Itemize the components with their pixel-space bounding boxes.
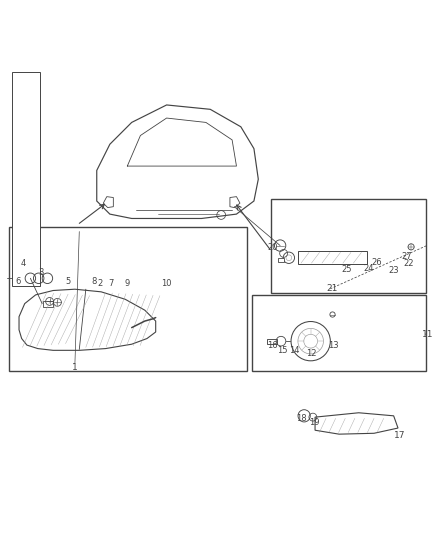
Text: 13: 13 [328, 342, 339, 351]
Text: 8: 8 [92, 277, 97, 286]
Text: 19: 19 [309, 418, 319, 427]
Text: 24: 24 [363, 264, 374, 273]
Text: 10: 10 [161, 279, 172, 288]
Text: 7: 7 [108, 279, 113, 288]
Text: 4: 4 [21, 259, 26, 268]
Text: 1: 1 [72, 364, 78, 372]
Text: 20: 20 [267, 243, 278, 252]
Text: 14: 14 [289, 346, 299, 355]
Text: 27: 27 [402, 253, 412, 261]
Bar [267, 338, 277, 344]
Text: 12: 12 [306, 349, 317, 358]
Bar [9, 227, 247, 372]
Bar [252, 295, 426, 372]
Text: 2: 2 [98, 279, 103, 288]
Text: 5: 5 [66, 277, 71, 286]
Bar [272, 199, 426, 293]
Bar [12, 72, 40, 286]
Text: 16: 16 [267, 341, 278, 350]
Text: 6: 6 [15, 277, 21, 286]
Bar [297, 251, 367, 264]
Text: 23: 23 [389, 266, 399, 276]
Bar [43, 302, 53, 306]
Bar [278, 258, 285, 262]
Text: 18: 18 [296, 414, 307, 423]
Text: 9: 9 [125, 279, 130, 288]
Text: 26: 26 [372, 257, 382, 266]
Text: 22: 22 [404, 260, 414, 269]
Text: 25: 25 [341, 265, 352, 274]
Text: 3: 3 [38, 268, 43, 277]
Text: 21: 21 [327, 284, 338, 293]
Text: 17: 17 [395, 431, 406, 440]
Text: 15: 15 [277, 346, 287, 356]
Text: 11: 11 [422, 330, 434, 339]
